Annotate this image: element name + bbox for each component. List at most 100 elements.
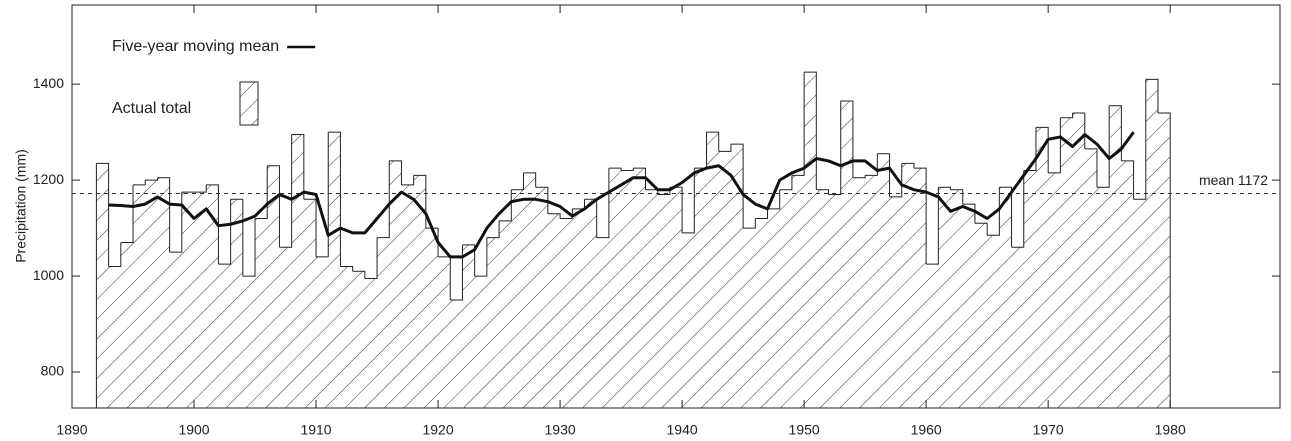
bar-outline: [718, 144, 732, 152]
bar-outline: [242, 218, 256, 277]
bar-outline: [462, 244, 476, 277]
bar: [547, 213, 561, 408]
y-tick-label: 800: [41, 363, 65, 379]
bar-outline: [938, 186, 952, 190]
bar-outline: [279, 134, 293, 248]
bar: [206, 184, 219, 408]
bar: [657, 194, 671, 408]
bar: [291, 134, 305, 409]
x-tick-label: 1920: [422, 422, 453, 438]
bar-outline: [1072, 112, 1086, 149]
bar-outline: [1133, 79, 1147, 200]
bar-outline: [560, 208, 573, 219]
bar: [718, 151, 732, 408]
bar-outline: [779, 175, 793, 191]
bar-outline: [1035, 126, 1049, 173]
bar-outline: [523, 172, 537, 188]
bar: [389, 160, 402, 408]
bar-outline: [901, 162, 915, 169]
bar: [181, 192, 195, 408]
bar: [535, 187, 549, 408]
bar: [230, 199, 244, 408]
bar-outline: [621, 168, 634, 172]
bar-outline: [840, 100, 854, 178]
bar: [901, 163, 915, 408]
bar-outline: [340, 265, 354, 272]
x-tick-label: 1950: [789, 422, 820, 438]
bar: [303, 199, 317, 408]
bar-outline: [291, 134, 305, 200]
bar-outline: [1157, 112, 1171, 408]
bar-outline: [962, 203, 976, 224]
moving-mean-line: [108, 131, 1135, 259]
bar-outline: [791, 72, 805, 176]
bar: [560, 218, 573, 408]
bar: [413, 175, 427, 408]
bar-outline: [608, 167, 622, 171]
bar-outline: [547, 213, 561, 219]
bar-outline: [486, 220, 500, 239]
bar: [157, 177, 170, 408]
y-axis-label: Precipitation (mm): [13, 149, 29, 263]
bar-outline: [1145, 78, 1159, 113]
bar: [694, 168, 707, 408]
bar: [621, 170, 634, 408]
bar: [1121, 160, 1134, 408]
bar: [1109, 105, 1122, 408]
bar: [425, 228, 439, 408]
bar: [1133, 199, 1147, 408]
legend-label: Actual total: [112, 100, 191, 117]
bar-outline: [852, 175, 866, 179]
bar: [316, 256, 329, 408]
bar-outline: [816, 189, 830, 195]
bar: [499, 220, 512, 408]
x-tick-label: 1890: [56, 422, 87, 438]
bar-outline: [987, 187, 1000, 236]
bar: [450, 300, 463, 408]
bar: [194, 192, 207, 408]
bar: [511, 189, 524, 408]
bar-outline: [194, 184, 207, 193]
bar-outline: [743, 218, 756, 229]
bar: [523, 172, 536, 408]
bar-outline: [999, 186, 1013, 248]
bar-outline: [535, 186, 549, 214]
bar: [377, 237, 390, 408]
bar: [267, 165, 280, 408]
bar: [1060, 117, 1073, 408]
bar-outline: [1084, 148, 1098, 188]
bar: [340, 266, 353, 408]
bar-outline: [877, 153, 891, 197]
bar: [1084, 148, 1098, 408]
bar: [1011, 247, 1025, 408]
bar: [255, 218, 268, 408]
bar-outline: [1023, 127, 1037, 172]
bar: [706, 132, 720, 408]
bar-outline: [145, 177, 158, 181]
bar-outline: [511, 172, 524, 191]
bar-outline: [413, 174, 427, 229]
bar: [791, 175, 805, 408]
bar: [328, 132, 341, 408]
bar-outline: [364, 237, 378, 279]
bar-outline: [474, 237, 488, 277]
bar-outline: [596, 168, 610, 239]
bar: [1157, 112, 1171, 409]
bar: [962, 204, 976, 408]
bar: [1023, 170, 1037, 408]
mean-label: mean 1172: [1199, 172, 1268, 188]
bar: [743, 228, 756, 408]
bar: [865, 175, 878, 408]
bar: [669, 187, 683, 408]
x-tick-label: 1930: [545, 422, 576, 438]
bar: [974, 223, 988, 408]
x-tick-label: 1970: [1033, 422, 1064, 438]
bar: [1096, 187, 1110, 408]
bar: [169, 252, 183, 408]
bar: [828, 194, 842, 408]
bar-outline: [865, 153, 878, 176]
bar: [133, 184, 146, 408]
bar: [840, 100, 854, 408]
bar: [96, 163, 109, 408]
